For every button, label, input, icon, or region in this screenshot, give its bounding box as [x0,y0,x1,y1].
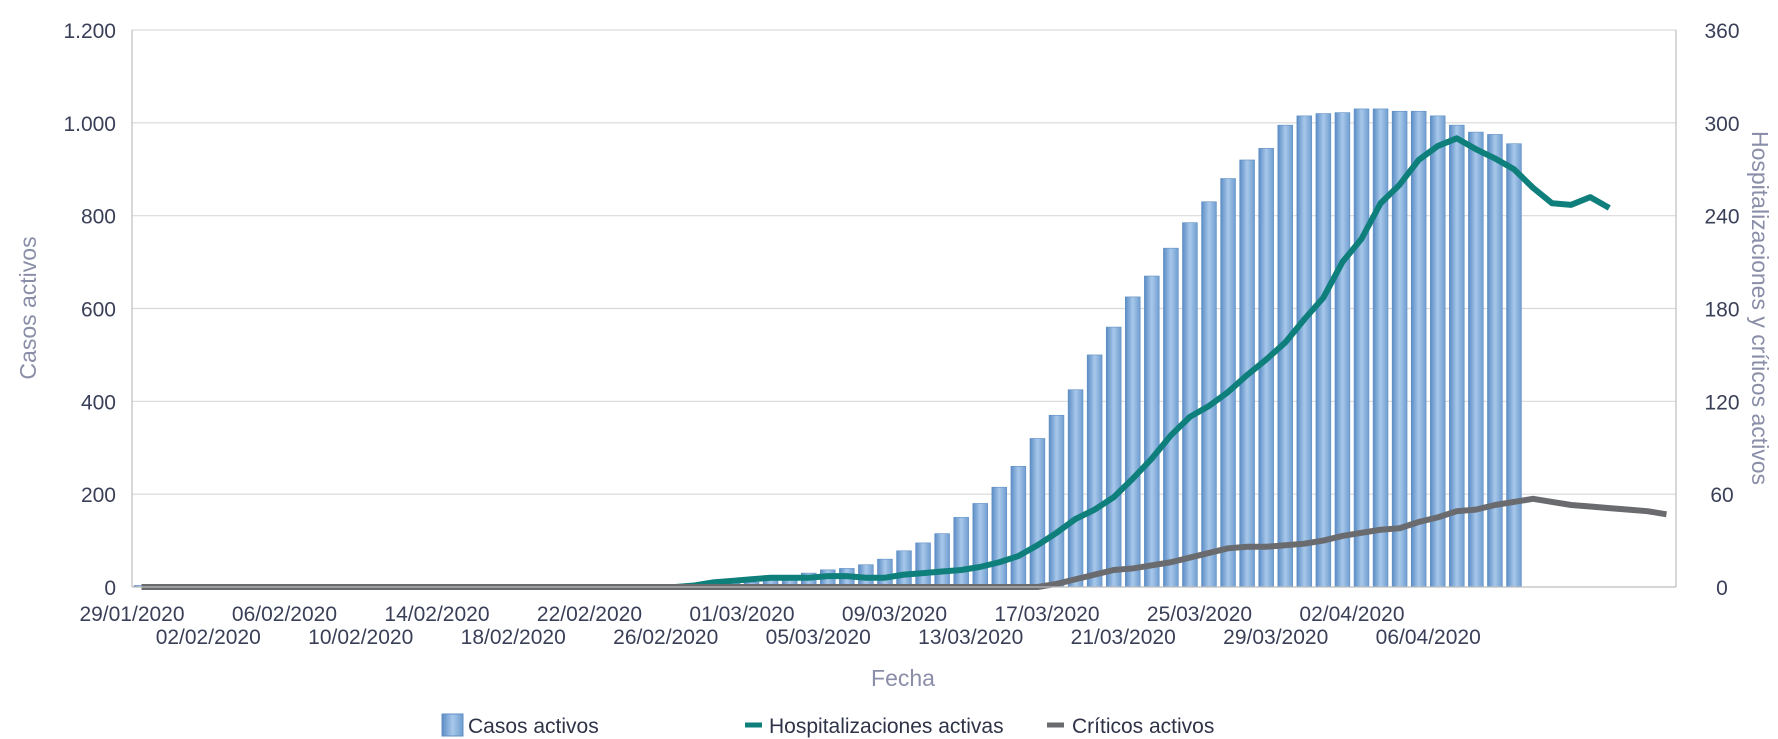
legend-swatch-bar [441,713,464,737]
x-tick-label: 06/04/2020 [1376,626,1481,649]
bar-casos-activos [1372,108,1389,588]
bar-casos-activos [1010,466,1027,588]
y-tick-label: 400 [81,391,116,414]
bar-casos-activos [1163,247,1179,588]
right-axis-ticks: 0 60 120 180 240 300 360 [1704,20,1739,600]
bar-casos-activos [1353,108,1370,588]
bar-casos-activos [1182,222,1198,588]
bar-casos-activos [1125,296,1141,588]
x-axis-title: Fecha [871,665,935,691]
y2-tick-label: 240 [1704,206,1739,229]
bar-series-casos-activos [133,108,1522,588]
legend: Casos activos Hospitalizaciones activas … [441,713,1214,738]
y-axis-title: Casos activos [15,236,41,379]
legend-label-hospitalizaciones: Hospitalizaciones activas [769,715,1004,738]
left-axis-ticks: 0 200 400 600 800 1.000 1.200 [63,20,116,600]
bar-casos-activos [1410,110,1427,588]
y2-axis-title: Hospitalizaciones y críticos activos [1747,131,1773,485]
legend-item-hospitalizaciones: Hospitalizaciones activas [745,715,1004,738]
y-tick-label: 0 [104,577,116,600]
bar-casos-activos [1105,326,1122,588]
bar-casos-activos [915,542,931,588]
x-tick-label: 26/02/2020 [613,626,718,649]
legend-item-criticos: Críticos activos [1047,715,1214,738]
bar-casos-activos [896,550,912,588]
bar-casos-activos [1315,113,1332,588]
y2-tick-label: 60 [1710,484,1733,507]
bar-casos-activos [953,517,969,588]
bar-casos-activos [934,533,950,588]
x-tick-label: 09/03/2020 [842,603,947,626]
bar-casos-activos [877,558,893,588]
bar-casos-activos [1296,115,1313,588]
bar-casos-activos [1506,143,1522,588]
x-tick-label: 06/02/2020 [232,603,337,626]
bar-casos-activos [991,486,1008,588]
bar-casos-activos [1086,354,1103,588]
bar-casos-activos [1220,178,1236,588]
y2-tick-label: 300 [1704,113,1739,136]
x-tick-label: 13/03/2020 [918,626,1023,649]
x-axis-ticks: 29/01/202002/02/202006/02/202010/02/2020… [79,603,1480,649]
bar-casos-activos [1067,389,1084,588]
bar-casos-activos [1144,275,1160,588]
y2-tick-label: 360 [1704,20,1739,43]
bar-casos-activos [1334,112,1351,588]
bar-casos-activos [1201,201,1217,588]
bar-casos-activos [1048,414,1065,588]
y-tick-label: 200 [81,484,116,507]
y-tick-label: 1.000 [63,113,116,136]
x-tick-label: 29/01/2020 [79,603,184,626]
x-tick-label: 22/02/2020 [537,603,642,626]
x-tick-label: 01/03/2020 [689,603,794,626]
x-tick-label: 10/02/2020 [308,626,413,649]
x-tick-label: 21/03/2020 [1071,626,1176,649]
legend-label-criticos: Críticos activos [1072,715,1214,738]
x-tick-label: 29/03/2020 [1223,626,1328,649]
y2-tick-label: 120 [1704,391,1739,414]
line-hospitalizaciones-activas [141,135,1611,590]
bar-casos-activos [1449,124,1465,588]
bar-casos-activos [1258,148,1274,588]
axes [131,30,1677,588]
legend-item-casos-activos: Casos activos [441,713,599,738]
bar-casos-activos [972,503,988,588]
legend-label-casos-activos: Casos activos [468,715,599,738]
x-tick-label: 02/02/2020 [156,626,261,649]
x-tick-label: 05/03/2020 [766,626,871,649]
y-tick-label: 800 [81,206,116,229]
bar-casos-activos [1468,131,1484,588]
bar-casos-activos [1487,134,1503,588]
x-tick-label: 17/03/2020 [994,603,1099,626]
x-tick-label: 02/04/2020 [1299,603,1404,626]
y-tick-label: 600 [81,299,116,322]
y2-tick-label: 0 [1716,577,1728,600]
y2-tick-label: 180 [1704,299,1739,322]
x-tick-label: 14/02/2020 [384,603,489,626]
bar-casos-activos [1029,438,1046,588]
y-tick-label: 1.200 [63,20,116,43]
x-tick-label: 18/02/2020 [461,626,566,649]
bar-casos-activos [1277,124,1293,588]
x-tick-label: 25/03/2020 [1147,603,1252,626]
